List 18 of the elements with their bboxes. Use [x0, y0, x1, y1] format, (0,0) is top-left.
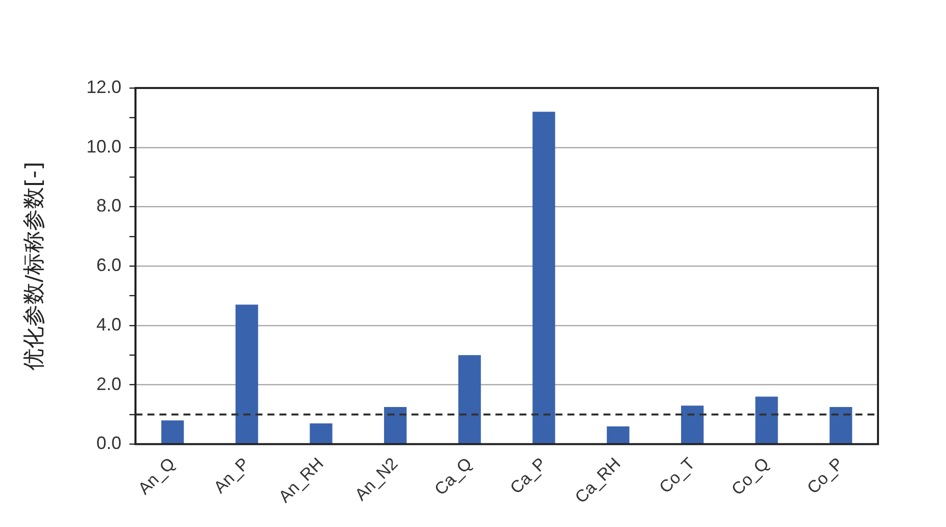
- y-tick-label: 6.0: [96, 255, 122, 276]
- bar: [161, 420, 184, 444]
- bar: [830, 407, 852, 444]
- bar: [310, 423, 332, 444]
- bar: [606, 426, 630, 444]
- bar: [755, 396, 778, 444]
- bar: [384, 407, 407, 444]
- y-tick-label: 2.0: [96, 374, 122, 394]
- y-tick-label: 10.0: [86, 136, 122, 156]
- y-tick-label: 12.0: [86, 76, 122, 97]
- y-axis-title: 优化参数/标称参数[-]: [22, 162, 47, 370]
- bar: [681, 406, 704, 444]
- bar: [236, 304, 258, 444]
- bar: [532, 112, 556, 444]
- y-tick-label: 0.0: [96, 433, 122, 454]
- bar: [458, 355, 481, 444]
- y-tick-label: 4.0: [96, 314, 122, 334]
- y-tick-label: 8.0: [96, 196, 122, 216]
